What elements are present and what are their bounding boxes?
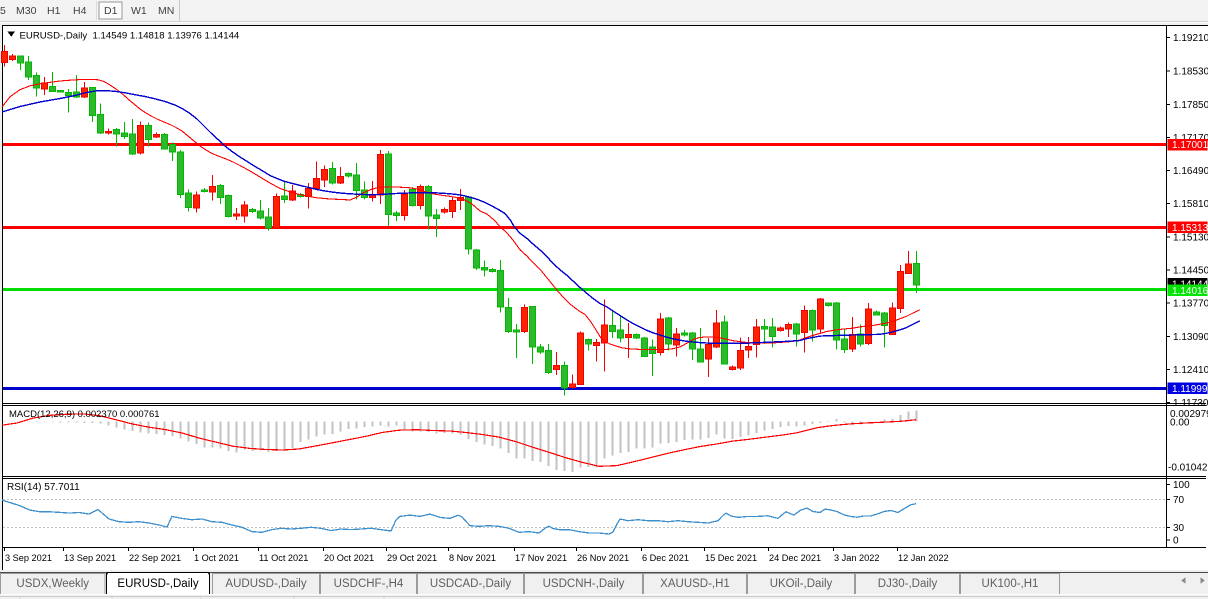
svg-text:MACD(12,26,9) 0.002370 0.00076: MACD(12,26,9) 0.002370 0.000761 (9, 409, 160, 420)
svg-text:17 Nov 2021: 17 Nov 2021 (515, 553, 567, 563)
svg-text:6 Dec 2021: 6 Dec 2021 (642, 553, 689, 563)
svg-text:3 Sep 2021: 3 Sep 2021 (5, 553, 52, 563)
svg-text:1.16490: 1.16490 (1173, 166, 1208, 177)
svg-text:24 Dec 2021: 24 Dec 2021 (769, 553, 821, 563)
svg-text:1.15130: 1.15130 (1173, 232, 1208, 243)
svg-text:30: 30 (1173, 523, 1185, 534)
svg-text:70: 70 (1173, 495, 1185, 506)
svg-text:1.15313: 1.15313 (1172, 223, 1208, 234)
svg-text:8 Nov 2021: 8 Nov 2021 (449, 553, 496, 563)
svg-text:5: 5 (0, 5, 6, 17)
svg-text:EURUSD-,Daily: EURUSD-,Daily (117, 578, 198, 590)
svg-text:1.12410: 1.12410 (1173, 365, 1208, 376)
svg-text:15 Dec 2021: 15 Dec 2021 (705, 553, 757, 563)
svg-text:USDX,Weekly: USDX,Weekly (16, 578, 89, 590)
svg-text:0.002979: 0.002979 (1170, 409, 1208, 420)
svg-text:1 Oct 2021: 1 Oct 2021 (194, 553, 239, 563)
svg-text:UK100-,H1: UK100-,H1 (982, 578, 1039, 590)
svg-text:1.14016: 1.14016 (1172, 286, 1208, 297)
svg-text:1.17850: 1.17850 (1173, 100, 1208, 111)
svg-text:UKOil-,Daily: UKOil-,Daily (770, 578, 833, 590)
svg-text:EURUSD-,Daily 1.14549 1.14818: EURUSD-,Daily 1.14549 1.14818 1.13976 1.… (20, 31, 240, 42)
svg-text:W1: W1 (131, 5, 147, 17)
svg-text:29 Oct 2021: 29 Oct 2021 (387, 553, 437, 563)
svg-text:100: 100 (1173, 480, 1190, 491)
svg-text:1.18530: 1.18530 (1173, 67, 1208, 78)
svg-text:1.17170: 1.17170 (1173, 133, 1208, 144)
svg-text:1.17001: 1.17001 (1172, 140, 1208, 151)
svg-text:11 Oct 2021: 11 Oct 2021 (259, 553, 308, 563)
svg-text:22 Sep 2021: 22 Sep 2021 (129, 553, 181, 563)
svg-text:XAUUSD-,H1: XAUUSD-,H1 (660, 578, 730, 590)
svg-text:USDCHF-,H4: USDCHF-,H4 (334, 578, 404, 590)
svg-text:MN: MN (158, 5, 174, 17)
svg-text:3 Jan 2022: 3 Jan 2022 (834, 553, 879, 563)
svg-text:M30: M30 (16, 5, 37, 17)
svg-text:H1: H1 (47, 5, 61, 17)
svg-text:0: 0 (1173, 536, 1179, 547)
svg-text:12 Jan 2022: 12 Jan 2022 (898, 553, 949, 563)
svg-text:1.11999: 1.11999 (1172, 384, 1208, 395)
svg-text:USDCNH-,Daily: USDCNH-,Daily (543, 578, 625, 590)
svg-text:1.19210: 1.19210 (1173, 33, 1208, 44)
svg-text:0.00: 0.00 (1170, 418, 1190, 429)
svg-text:H4: H4 (73, 5, 87, 17)
svg-text:1.13090: 1.13090 (1173, 332, 1208, 343)
svg-text:AUDUSD-,Daily: AUDUSD-,Daily (225, 578, 306, 590)
svg-text:-0.010422: -0.010422 (1168, 463, 1208, 474)
svg-text:1.13770: 1.13770 (1173, 299, 1208, 310)
svg-text:26 Nov 2021: 26 Nov 2021 (577, 553, 629, 563)
svg-text:USDCAD-,Daily: USDCAD-,Daily (430, 578, 511, 590)
svg-text:DJ30-,Daily: DJ30-,Daily (878, 578, 938, 590)
svg-text:1.15810: 1.15810 (1173, 199, 1208, 210)
svg-text:D1: D1 (104, 5, 118, 17)
svg-text:13 Sep 2021: 13 Sep 2021 (64, 553, 116, 563)
svg-text:1.11730: 1.11730 (1173, 398, 1208, 409)
svg-text:20 Oct 2021: 20 Oct 2021 (324, 553, 374, 563)
svg-text:1.14450: 1.14450 (1173, 266, 1208, 277)
svg-text:RSI(14) 57.7011: RSI(14) 57.7011 (7, 482, 80, 493)
